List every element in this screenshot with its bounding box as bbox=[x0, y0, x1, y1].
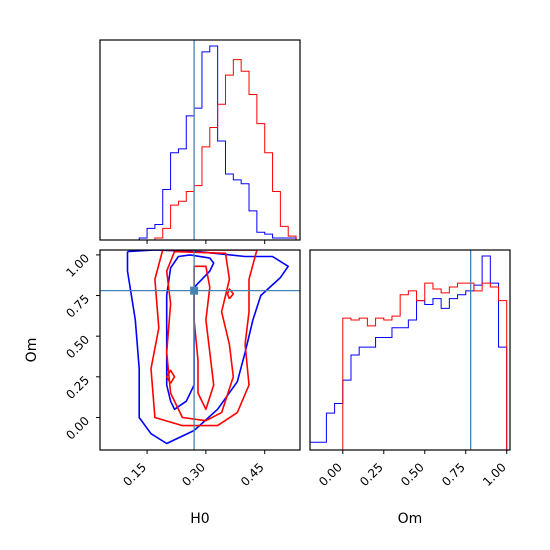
contour-series-1-level-2 bbox=[150, 250, 258, 427]
contour-xticks: 0.15 0.30 0.45 bbox=[120, 450, 267, 489]
contour-series-1-level-1 bbox=[165, 250, 235, 422]
contour-ytick-label-1: 0.25 bbox=[63, 373, 92, 402]
x-axis-label-h0: H0 bbox=[190, 511, 209, 527]
contour-series-0-level-1 bbox=[126, 250, 290, 445]
contour-ytick-label-4: 1.00 bbox=[63, 251, 92, 280]
hist-om-step-1 bbox=[310, 282, 508, 451]
x-axis-label-om: Om bbox=[398, 511, 423, 527]
y-axis-label-om: Om bbox=[24, 338, 40, 363]
hist-om-panel: 0.00 0.25 0.50 0.75 1.00 Om bbox=[309, 249, 511, 527]
contour-frame bbox=[99, 249, 301, 451]
contour-xtick-label-0: 0.15 bbox=[120, 460, 149, 489]
contour-panel: 0.15 0.30 0.45 0.00 0.25 0.50 0.75 1.00 H0 Om bbox=[24, 249, 301, 527]
contour-ytick-label-2: 0.50 bbox=[63, 332, 92, 361]
hist-om-frame bbox=[309, 249, 511, 451]
hist-om-tick-label-0: 0.00 bbox=[316, 460, 345, 489]
contour-yticks: 0.00 0.25 0.50 0.75 1.00 bbox=[63, 251, 100, 442]
hist-h0-ticks bbox=[146, 240, 266, 244]
hist-om-ticks: 0.00 0.25 0.50 0.75 1.00 bbox=[316, 450, 509, 489]
hist-h0-frame bbox=[99, 39, 301, 241]
contour-series-1-level-0 bbox=[193, 265, 215, 411]
hist-om-tick-label-3: 0.75 bbox=[439, 460, 468, 489]
contour-lines bbox=[126, 250, 290, 445]
contour-series-1-level-3 bbox=[165, 369, 176, 384]
contour-truth-marker bbox=[190, 286, 199, 295]
hist-om-tick-label-1: 0.25 bbox=[357, 460, 386, 489]
contour-xtick-label-2: 0.45 bbox=[238, 460, 267, 489]
hist-h0-step-1 bbox=[100, 59, 297, 241]
contour-series-1-level-4 bbox=[226, 288, 235, 300]
contour-ytick-label-0: 0.00 bbox=[63, 414, 92, 443]
hist-om-tick-label-2: 0.50 bbox=[398, 460, 427, 489]
hist-om-series bbox=[309, 255, 508, 451]
hist-h0-step-0 bbox=[100, 45, 297, 241]
contour-xtick-label-1: 0.30 bbox=[179, 460, 208, 489]
contour-ytick-label-3: 0.75 bbox=[63, 292, 92, 321]
hist-om-tick-label-4: 1.00 bbox=[480, 460, 509, 489]
contour-series bbox=[126, 250, 290, 445]
hist-h0-panel bbox=[99, 39, 301, 244]
hist-h0-series bbox=[100, 45, 297, 241]
hist-om-step-0 bbox=[309, 255, 508, 450]
